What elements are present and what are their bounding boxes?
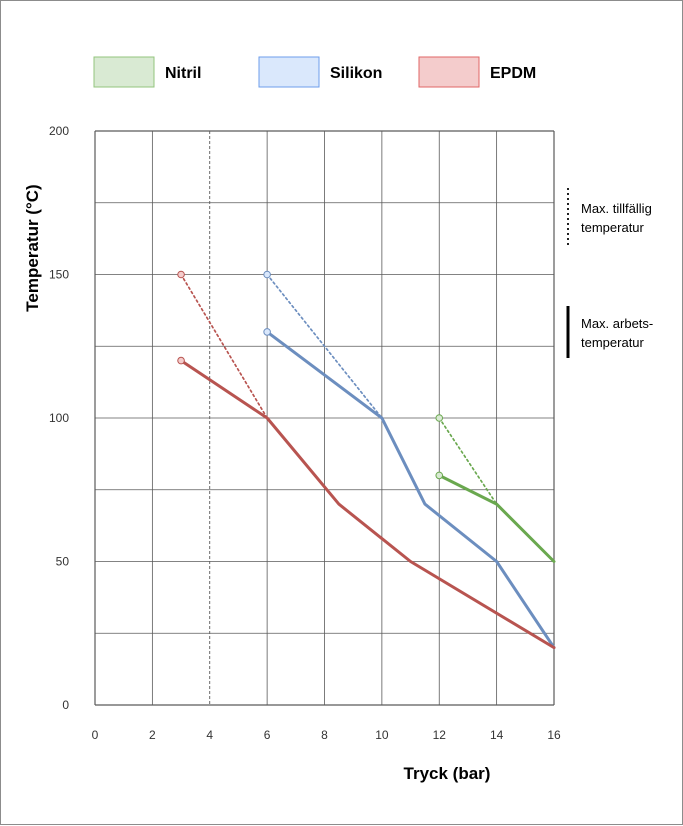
nitril-working-start-marker bbox=[435, 471, 444, 480]
nitril-max-temporary-temperature-line bbox=[438, 417, 498, 505]
y-tick-label-0: 0 bbox=[62, 698, 69, 712]
legend-label-epdm: EPDM bbox=[490, 65, 536, 82]
y-tick-label-150: 150 bbox=[49, 268, 69, 282]
x-tick-label-14: 14 bbox=[490, 728, 504, 742]
x-tick-label-6: 6 bbox=[264, 728, 271, 742]
epdm-working-start-marker bbox=[177, 356, 185, 365]
y-axis-title: Temperatur (°C) bbox=[23, 184, 42, 311]
working-temperature-label-line-1: Max. arbets- bbox=[581, 316, 653, 331]
legend-swatch-nitril bbox=[93, 56, 155, 88]
legend: Nitril Silikon EPDM bbox=[93, 56, 536, 88]
axes: 0 2 4 6 8 10 12 14 16 0 50 100 150 200 bbox=[49, 124, 561, 742]
legend-swatch-epdm bbox=[418, 56, 480, 88]
temporary-temperature-label-line-2: temperatur bbox=[581, 220, 645, 235]
working-temperature-label-line-2: temperatur bbox=[581, 335, 645, 350]
nitril-temporary-start-marker bbox=[435, 414, 444, 422]
legend-swatch-silikon bbox=[258, 56, 320, 88]
epdm-temporary-start-marker bbox=[177, 270, 185, 279]
temporary-temperature-label-line-1: Max. tillfällig bbox=[581, 201, 652, 216]
legend-label-nitril: Nitril bbox=[165, 65, 201, 82]
x-tick-label-8: 8 bbox=[321, 728, 328, 742]
epdm-max-working-temperature-line bbox=[179, 359, 556, 650]
legend-label-silikon: Silikon bbox=[330, 65, 382, 82]
silikon-max-temporary-temperature-line bbox=[266, 273, 383, 419]
silikon-temporary-start-marker bbox=[263, 270, 271, 279]
epdm-max-temporary-temperature-line bbox=[180, 273, 268, 419]
series-layer bbox=[177, 270, 556, 650]
x-tick-label-16: 16 bbox=[547, 728, 561, 742]
grid bbox=[94, 130, 555, 706]
y-tick-label-200: 200 bbox=[49, 124, 69, 138]
y-tick-label-50: 50 bbox=[56, 555, 70, 569]
y-tick-label-100: 100 bbox=[49, 411, 69, 425]
silikon-max-working-temperature-line bbox=[265, 330, 556, 650]
x-tick-label-2: 2 bbox=[149, 728, 156, 742]
x-tick-label-0: 0 bbox=[92, 728, 99, 742]
x-tick-label-4: 4 bbox=[206, 728, 213, 742]
silikon-working-start-marker bbox=[263, 328, 271, 336]
x-tick-label-12: 12 bbox=[433, 728, 447, 742]
x-tick-label-10: 10 bbox=[375, 728, 389, 742]
nitril-max-working-temperature-line bbox=[437, 473, 556, 563]
x-axis-title: Tryck (bar) bbox=[404, 764, 491, 783]
